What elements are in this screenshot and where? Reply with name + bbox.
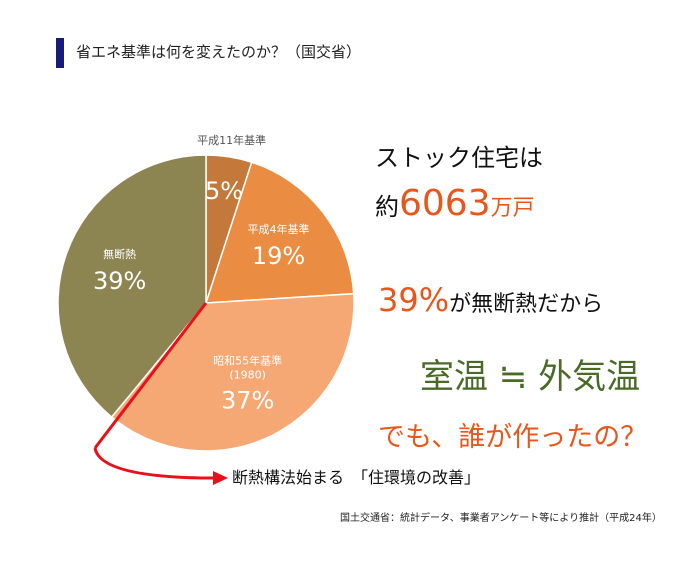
pie-slice xyxy=(204,161,355,304)
stock-count: 6063 xyxy=(399,183,491,224)
stock-text: ストック住宅は xyxy=(375,144,543,172)
slice-value: 39% xyxy=(92,266,147,295)
arrow xyxy=(93,447,216,480)
question: でも、誰が作ったの？ xyxy=(378,422,648,453)
slice-value: 5% xyxy=(205,176,244,205)
share-line: 39%が無断熱だから xyxy=(378,284,603,316)
slice-category: 平成4年基準 xyxy=(247,222,310,236)
slice-label: 5% xyxy=(205,172,243,206)
pie-slice xyxy=(110,292,355,452)
slice-value: 37% xyxy=(220,386,275,415)
title-bar xyxy=(56,38,64,68)
about: 約 xyxy=(375,193,399,221)
slice-value: 19% xyxy=(251,241,306,270)
stock-line: 約6063万戸 xyxy=(375,186,535,222)
pie xyxy=(57,154,355,452)
slice-label: 平成4年基準 19% xyxy=(248,223,310,271)
slice-label: 昭和55年基準 (1980) 37% xyxy=(213,354,282,416)
slice-category: 昭和55年基準 (1980) xyxy=(213,354,283,381)
pointer-line xyxy=(93,302,208,449)
pie-slice xyxy=(57,154,207,419)
arrow-head xyxy=(213,471,228,485)
title: 省エネ基準は何を変えたのか？（国交省） xyxy=(76,43,362,61)
share-text: が無断熱だから xyxy=(449,292,604,317)
room-text: 室温 ≒ 外気温 xyxy=(420,357,641,397)
slice-category: 平成11年基準 xyxy=(197,134,267,148)
share: 39% xyxy=(378,281,450,319)
slice-label: 無断熱 39% xyxy=(93,248,146,296)
annotation: 断熱構法始まる 「住環境の改善」 xyxy=(232,468,481,487)
source: 国土交通省：統計データ、事業者アンケート等により推計（平成24年） xyxy=(340,513,662,524)
slice-category: 無断熱 xyxy=(103,248,137,262)
stock-unit: 万戸 xyxy=(490,196,535,221)
